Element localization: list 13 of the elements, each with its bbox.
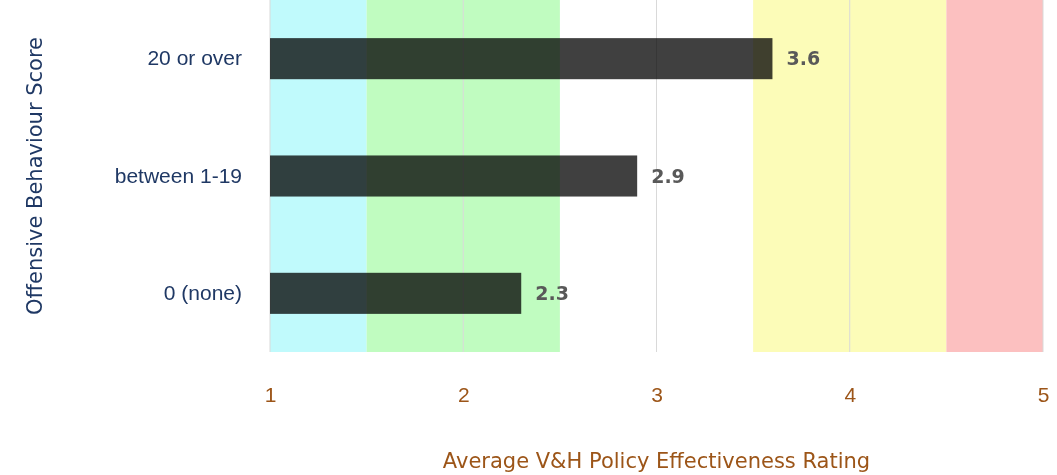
y-tick-label: 0 (none) xyxy=(163,281,242,305)
x-tick-label: 2 xyxy=(457,382,470,406)
y-tick-label: 20 or over xyxy=(147,46,242,70)
x-axis-title: Average V&H Policy Effectiveness Rating xyxy=(442,449,871,473)
data-label: 2.3 xyxy=(535,281,569,304)
x-tick-label: 5 xyxy=(1037,382,1050,406)
x-tick-label: 3 xyxy=(651,382,663,406)
data-label: 3.6 xyxy=(786,47,821,70)
x-tick-label: 1 xyxy=(264,382,277,406)
x-tick-label: 4 xyxy=(844,382,857,406)
y-tick-label: between 1-19 xyxy=(114,163,242,187)
y-axis-title: Offensive Behaviour Score xyxy=(23,36,47,316)
data-label: 2.9 xyxy=(651,164,685,187)
